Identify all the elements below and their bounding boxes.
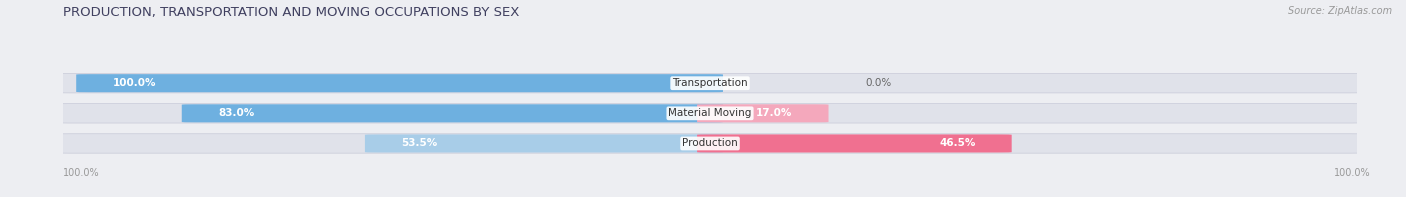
Text: 46.5%: 46.5% (939, 138, 976, 149)
FancyBboxPatch shape (181, 104, 723, 122)
FancyBboxPatch shape (76, 74, 723, 92)
FancyBboxPatch shape (366, 134, 723, 152)
Text: PRODUCTION, TRANSPORTATION AND MOVING OCCUPATIONS BY SEX: PRODUCTION, TRANSPORTATION AND MOVING OC… (63, 6, 520, 19)
FancyBboxPatch shape (55, 73, 1365, 93)
FancyBboxPatch shape (55, 134, 1365, 153)
Text: Source: ZipAtlas.com: Source: ZipAtlas.com (1288, 6, 1392, 16)
Text: 17.0%: 17.0% (756, 108, 793, 118)
Text: Material Moving: Material Moving (668, 108, 752, 118)
FancyBboxPatch shape (697, 104, 828, 122)
Text: Transportation: Transportation (672, 78, 748, 88)
Text: 100.0%: 100.0% (63, 168, 100, 178)
FancyBboxPatch shape (55, 104, 1365, 123)
Text: 83.0%: 83.0% (218, 108, 254, 118)
Text: 100.0%: 100.0% (1334, 168, 1371, 178)
Text: Production: Production (682, 138, 738, 149)
Text: 0.0%: 0.0% (865, 78, 891, 88)
Text: 53.5%: 53.5% (401, 138, 437, 149)
Text: 100.0%: 100.0% (112, 78, 156, 88)
FancyBboxPatch shape (697, 134, 1012, 152)
